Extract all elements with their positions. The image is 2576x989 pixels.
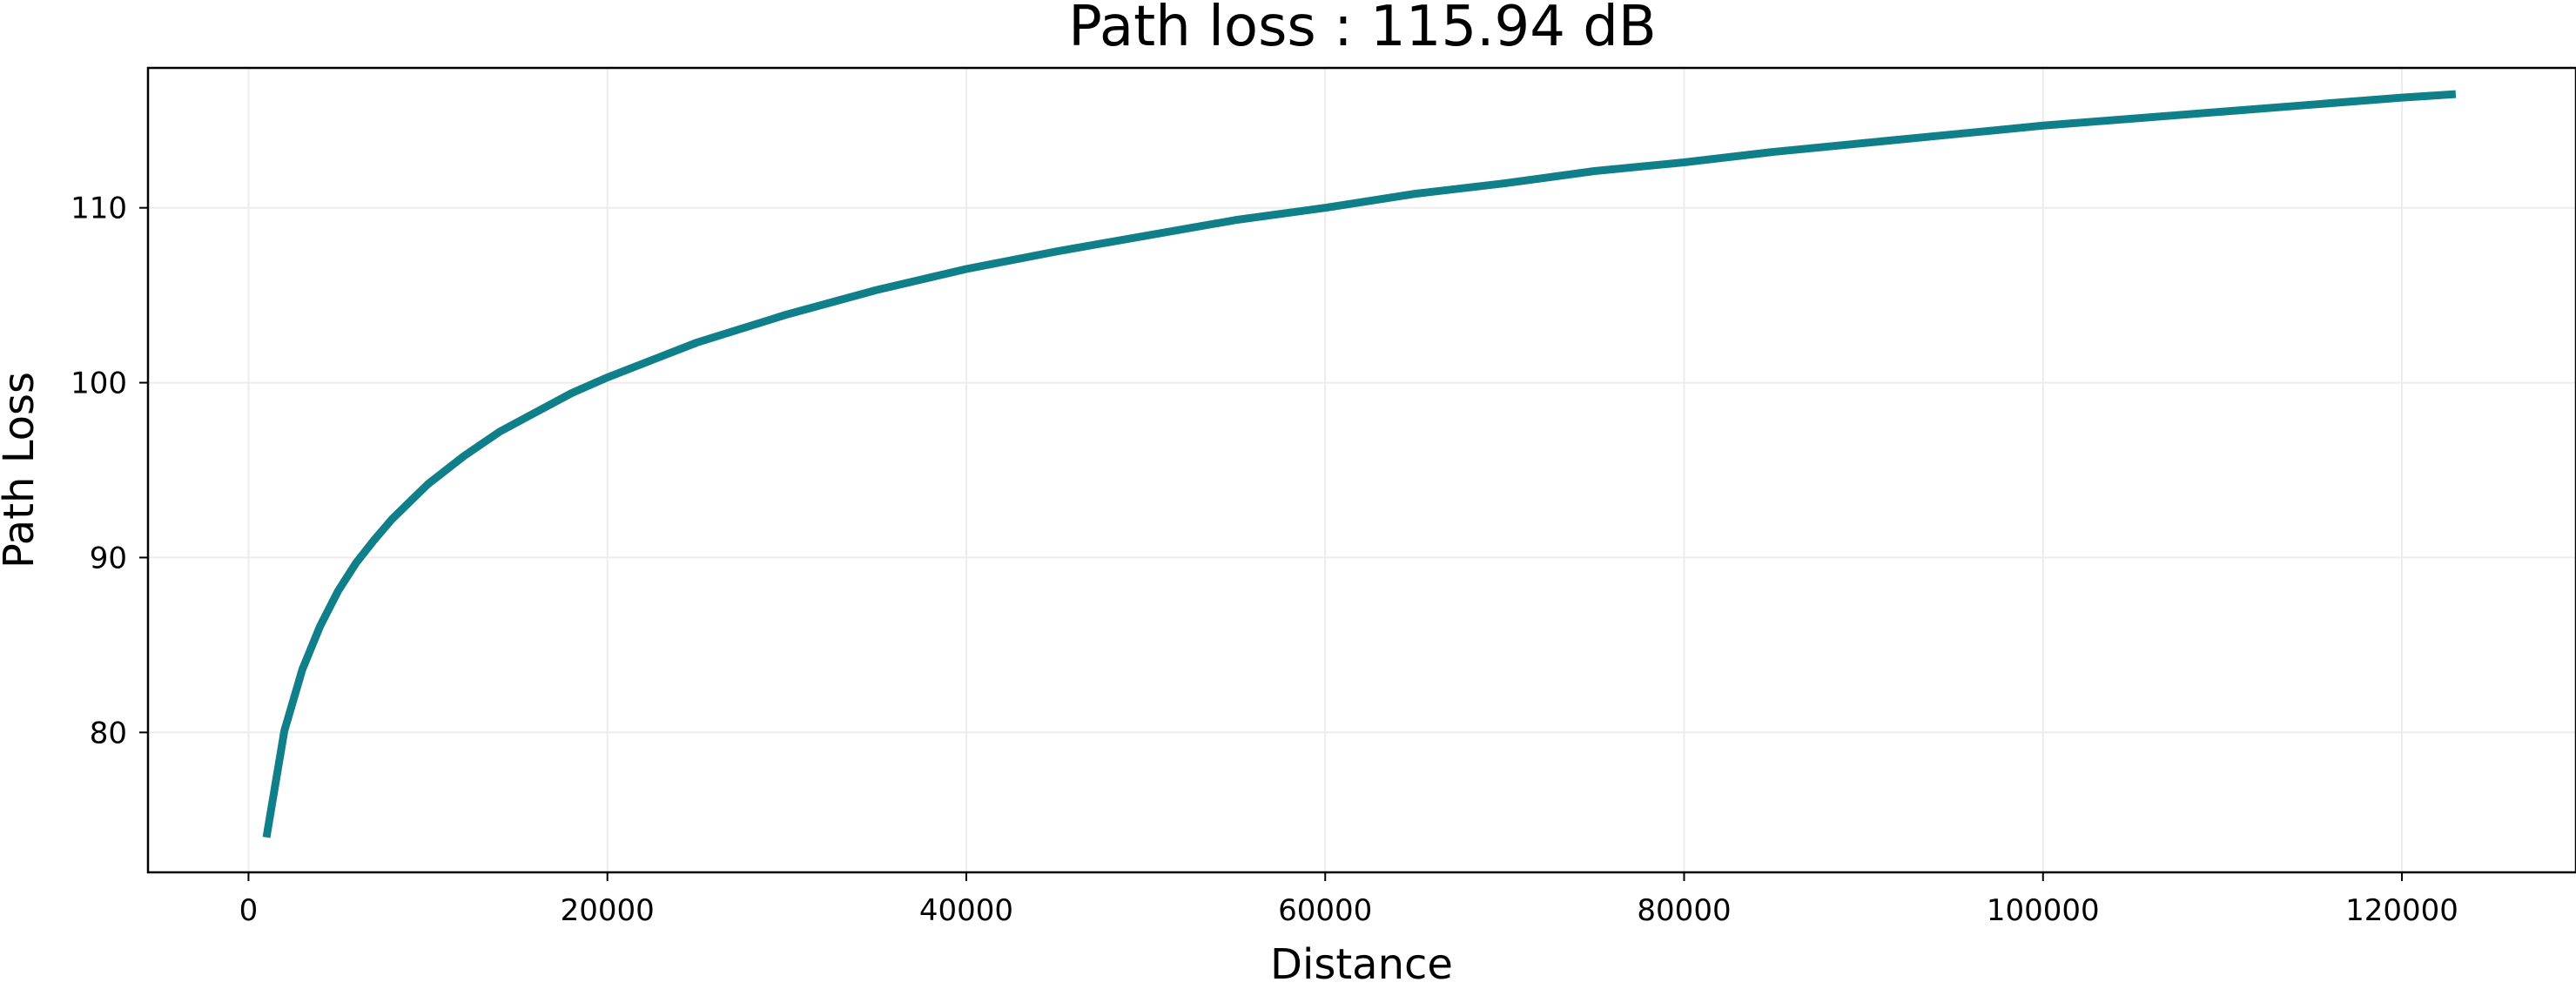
x-tick-label: 0 <box>239 893 259 928</box>
x-axis-label: Distance <box>1270 940 1453 989</box>
y-axis-label: Path Loss <box>0 372 44 569</box>
x-tick-label: 60000 <box>1278 893 1372 928</box>
path-loss-line <box>262 90 2457 838</box>
x-tick-label: 20000 <box>561 893 655 928</box>
plot-frame <box>146 66 2576 874</box>
series-layer <box>262 90 2457 838</box>
chart-title: Path loss : 115.94 dB <box>1068 0 1657 59</box>
y-tick-label: 80 <box>90 716 127 750</box>
y-tick-label: 90 <box>90 541 127 575</box>
grid-layer <box>148 68 2576 872</box>
x-tick-label: 100000 <box>1987 893 2100 928</box>
y-tick-label: 100 <box>71 367 127 401</box>
ticks-layer: 0 20000 40000 60000 80000 100000 120000 80 90 100… <box>71 192 2458 928</box>
x-tick-label: 120000 <box>2345 893 2458 928</box>
x-tick-label: 40000 <box>919 893 1013 928</box>
x-tick-label: 80000 <box>1637 893 1731 928</box>
y-tick-label: 110 <box>71 192 127 226</box>
